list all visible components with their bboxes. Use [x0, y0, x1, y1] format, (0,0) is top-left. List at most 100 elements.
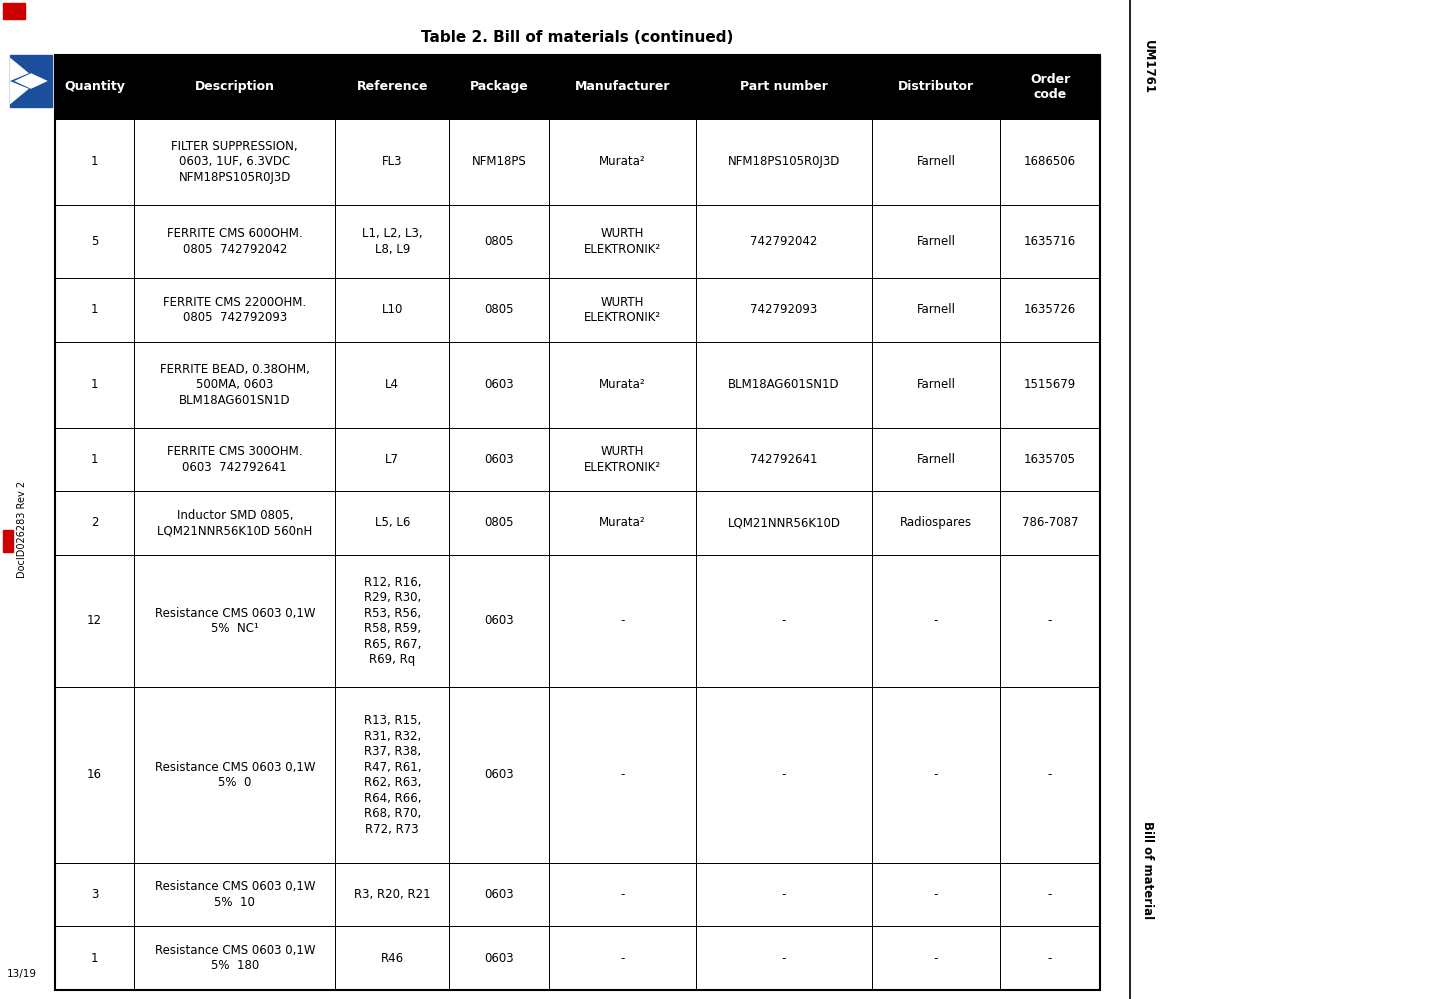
Bar	[1000, 205, 1100, 278]
Text: FERRITE CMS 600OHM.
0805  742792042: FERRITE CMS 600OHM. 0805 742792042	[166, 227, 302, 256]
Text: FILTER SUPPRESSION,
0603, 1UF, 6.3VDC
NFM18PS105R0J3D: FILTER SUPPRESSION, 0603, 1UF, 6.3VDC NF…	[171, 140, 298, 184]
Text: 1635716: 1635716	[1024, 235, 1077, 248]
Text: -: -	[933, 614, 938, 627]
Text: WURTH
ELEKTRONIK²: WURTH ELEKTRONIK²	[585, 296, 661, 324]
Bar	[135, 926, 336, 990]
Bar	[873, 205, 1000, 278]
Text: L7: L7	[385, 453, 399, 466]
Bar	[696, 492, 873, 554]
Bar	[336, 119, 450, 205]
Bar	[135, 686, 336, 863]
Text: Resistance CMS 0603 0,1W
5%  NC¹: Resistance CMS 0603 0,1W 5% NC¹	[155, 606, 315, 635]
Text: Distributor: Distributor	[899, 80, 974, 93]
Bar	[336, 278, 450, 342]
Bar	[135, 554, 336, 686]
Text: Murata²: Murata²	[599, 516, 645, 529]
Bar	[550, 205, 696, 278]
Bar	[336, 428, 450, 492]
Text: L1, L2, L3,
L8, L9: L1, L2, L3, L8, L9	[362, 227, 423, 256]
Bar	[873, 926, 1000, 990]
Text: 0603: 0603	[485, 614, 514, 627]
Bar	[450, 492, 550, 554]
Bar	[873, 492, 1000, 554]
Bar	[873, 686, 1000, 863]
Text: Bill of material: Bill of material	[1142, 821, 1155, 919]
Bar	[450, 278, 550, 342]
Text: FERRITE CMS 2200OHM.
0805  742792093: FERRITE CMS 2200OHM. 0805 742792093	[164, 296, 307, 324]
Bar	[135, 205, 336, 278]
Bar	[450, 863, 550, 926]
Bar	[1000, 926, 1100, 990]
Text: -: -	[933, 768, 938, 781]
Text: Farnell: Farnell	[916, 453, 955, 466]
Bar	[1000, 863, 1100, 926]
Bar	[696, 554, 873, 686]
Bar	[450, 119, 550, 205]
Text: L10: L10	[382, 304, 402, 317]
Text: 0805: 0805	[485, 516, 514, 529]
Bar	[550, 686, 696, 863]
Text: Farnell: Farnell	[916, 304, 955, 317]
Bar	[3, 3, 25, 19]
Bar	[550, 554, 696, 686]
Text: -: -	[621, 768, 625, 781]
Bar	[450, 554, 550, 686]
Bar	[873, 278, 1000, 342]
Bar	[135, 342, 336, 428]
Bar	[450, 55, 550, 119]
Bar	[873, 863, 1000, 926]
Text: 1: 1	[91, 304, 98, 317]
Text: Resistance CMS 0603 0,1W
5%  0: Resistance CMS 0603 0,1W 5% 0	[155, 760, 315, 789]
Text: 1: 1	[91, 155, 98, 168]
Text: -: -	[621, 888, 625, 901]
Text: -: -	[1048, 888, 1052, 901]
Text: Farnell: Farnell	[916, 378, 955, 391]
Text: -: -	[1048, 614, 1052, 627]
Text: 742792042: 742792042	[750, 235, 818, 248]
Text: L5, L6: L5, L6	[375, 516, 410, 529]
Text: R12, R16,
R29, R30,
R53, R56,
R58, R59,
R65, R67,
R69, Rq: R12, R16, R29, R30, R53, R56, R58, R59, …	[363, 575, 421, 666]
Text: 1: 1	[91, 952, 98, 965]
Bar	[55, 926, 135, 990]
Bar	[696, 428, 873, 492]
Bar	[696, 926, 873, 990]
Text: NFM18PS: NFM18PS	[472, 155, 527, 168]
Text: L4: L4	[385, 378, 399, 391]
Bar	[550, 278, 696, 342]
Text: 0603: 0603	[485, 952, 514, 965]
Bar	[135, 119, 336, 205]
Bar	[55, 278, 135, 342]
Polygon shape	[14, 73, 48, 89]
Bar	[550, 342, 696, 428]
Bar	[1000, 428, 1100, 492]
Bar	[873, 342, 1000, 428]
Bar	[550, 863, 696, 926]
Bar	[550, 119, 696, 205]
Text: Quantity: Quantity	[64, 80, 124, 93]
Text: WURTH
ELEKTRONIK²: WURTH ELEKTRONIK²	[585, 446, 661, 474]
Bar	[696, 278, 873, 342]
Bar	[873, 554, 1000, 686]
Bar	[135, 55, 336, 119]
Bar	[550, 926, 696, 990]
Text: 742792641: 742792641	[750, 453, 818, 466]
Text: 1: 1	[91, 378, 98, 391]
Text: 1515679: 1515679	[1024, 378, 1077, 391]
Text: 13/19: 13/19	[7, 969, 38, 979]
Bar	[55, 119, 135, 205]
Text: R13, R15,
R31, R32,
R37, R38,
R47, R61,
R62, R63,
R64, R66,
R68, R70,
R72, R73: R13, R15, R31, R32, R37, R38, R47, R61, …	[363, 714, 421, 835]
Polygon shape	[10, 81, 29, 105]
Text: 1: 1	[91, 453, 98, 466]
Text: -: -	[621, 614, 625, 627]
Text: -: -	[621, 952, 625, 965]
Bar	[336, 686, 450, 863]
Bar	[1000, 554, 1100, 686]
Text: -: -	[781, 614, 786, 627]
Bar	[3, 530, 13, 552]
Text: Manufacturer: Manufacturer	[574, 80, 670, 93]
Text: -: -	[933, 952, 938, 965]
Bar	[550, 55, 696, 119]
Bar	[55, 686, 135, 863]
Text: Order
code: Order code	[1030, 73, 1071, 101]
Polygon shape	[10, 58, 29, 81]
